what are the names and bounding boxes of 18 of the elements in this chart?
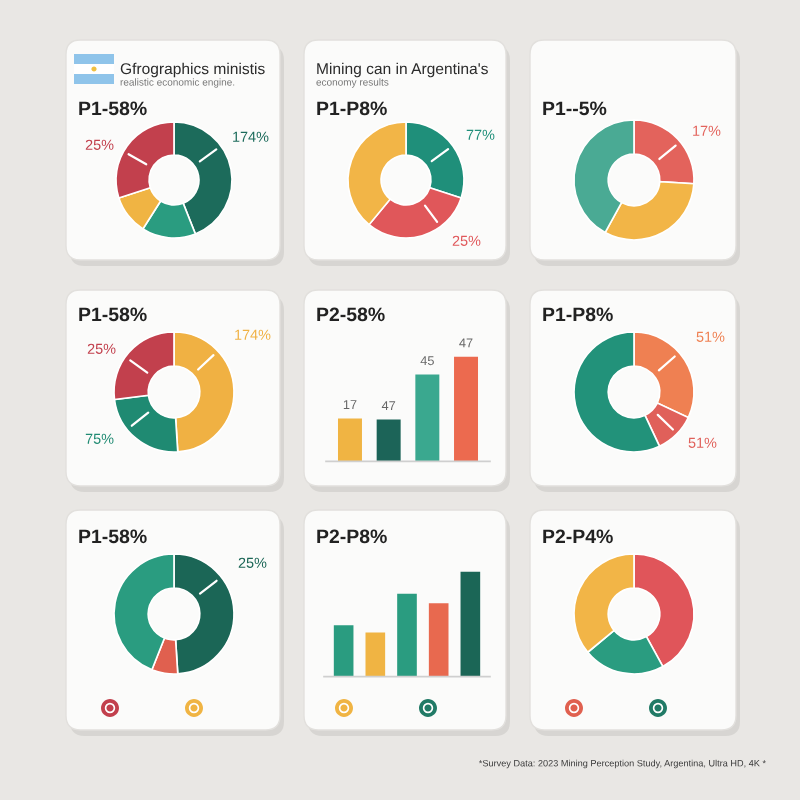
chart-title: P1--5% [543,101,607,116]
chart-title: P2-P4% [543,529,613,544]
bar [454,356,479,462]
bar [460,571,481,677]
bar [415,374,440,462]
chart-title: P2-58% [317,307,385,322]
bar [365,632,386,677]
chart-title: P1-P8% [543,307,613,322]
chart-title: P1-58% [79,529,147,544]
bar [397,593,417,677]
chart-title: P1-P8% [317,101,387,116]
chart-title: P1-58% [79,101,147,116]
bar [428,603,449,677]
bar [333,625,354,677]
bar [376,419,401,462]
bar [337,418,362,462]
chart-title: P2-P8% [317,529,387,544]
chart-title: P1-58% [79,307,147,322]
